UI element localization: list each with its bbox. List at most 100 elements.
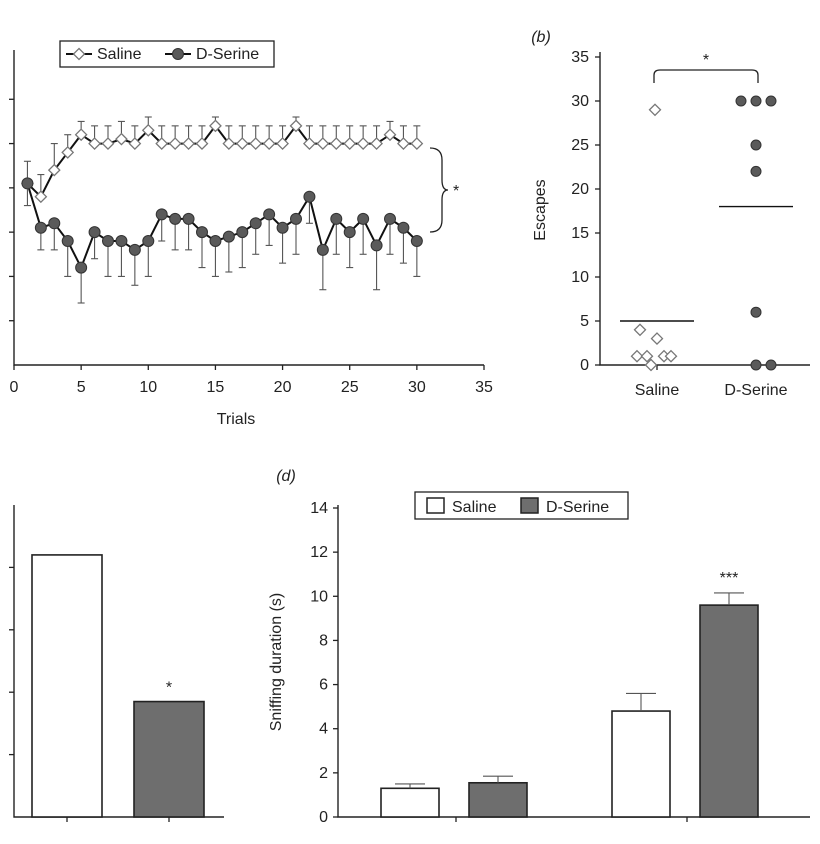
panel-a-saline-point-29: [410, 137, 424, 150]
panel-a-saline-point-21: [303, 137, 316, 150]
panel-a-saline-point-14: [209, 119, 222, 133]
panel-a-serine-point-11: [169, 212, 182, 225]
panel-a-serine-point-22: [316, 243, 329, 256]
panel-a-saline-point-1: [34, 190, 48, 204]
panel-a-serine-point-7: [115, 235, 128, 247]
panel-a-serine-point-19: [276, 221, 289, 234]
panel-b-serine-point-1: [750, 95, 762, 107]
panel-b-panel-label: (b): [531, 29, 551, 46]
panel-d-significance: ***: [720, 570, 739, 587]
panel-a-serine-point-6: [102, 235, 114, 247]
panel-b-saline-point-7: [644, 358, 658, 372]
panel-a-saline-point-20: [289, 119, 303, 133]
panel-a-legend-saline-marker: [72, 47, 86, 61]
panel-a-serine-point-21: [303, 190, 316, 203]
panel-a-serine-point-10: [155, 208, 168, 221]
panel-a-serine-point-13: [196, 226, 208, 239]
panel-b-serine-point-7: [765, 359, 777, 371]
panel-b-bracket: [653, 69, 759, 83]
panel-c-bar-serine: [133, 700, 205, 818]
panel-a-serine-point-24: [343, 226, 356, 239]
panel-a-significance: *: [453, 183, 459, 200]
panel-a-saline-point-6: [101, 137, 115, 150]
panel-b-saline-point-0: [633, 323, 647, 337]
panel-a-bracket: [429, 147, 449, 233]
panel-d-ytick-label-4: 8: [319, 632, 328, 649]
panel-a-saline-point-4: [74, 128, 88, 142]
panel-a-xtick-label-3: 15: [207, 379, 225, 396]
panel-a-saline-point-10: [155, 137, 169, 150]
panel-a-xtick-label-1: 5: [77, 379, 86, 396]
panel-a-saline-point-27: [383, 128, 397, 142]
panel-d-panel-label: (d): [276, 468, 296, 485]
panel-a-saline-point-26: [370, 137, 383, 150]
panel-b-ytick-label-5: 25: [571, 137, 589, 154]
panel-a-serine-point-17: [249, 217, 262, 230]
panel-a-serine-point-1: [34, 221, 47, 234]
panel-b-ytick-label-6: 30: [571, 93, 589, 110]
panel-a-saline-line: [26, 124, 417, 199]
panel-a-serine-point-28: [397, 221, 410, 234]
panel-a-saline-point-19: [276, 137, 289, 150]
panel-a-saline-point-12: [182, 137, 195, 150]
panel-a-serine-point-18: [263, 208, 276, 221]
panel-a-saline-point-17: [249, 137, 263, 150]
panel-c-bar-saline: [31, 554, 103, 818]
panel-d-ytick-label-5: 10: [310, 588, 328, 605]
panel-a-saline-point-2: [47, 163, 61, 177]
panel-a-saline-point-23: [329, 137, 343, 150]
panel-d-ytick-label-3: 6: [319, 677, 328, 694]
panel-a-serine-point-4: [75, 261, 88, 274]
panel-a-serine-point-29: [410, 235, 423, 247]
panel-a-axes: [13, 50, 484, 366]
panel-a-serine-point-27: [384, 212, 396, 225]
panel-a-serine-point-5: [88, 226, 101, 239]
panel-d-legend-saline-swatch: [426, 497, 445, 514]
panel-b-serine-point-6: [750, 359, 762, 371]
panel-a-serine-point-26: [370, 239, 383, 252]
panel-a-saline-point-15: [222, 137, 236, 150]
panel-a-serine-point-9: [142, 235, 155, 247]
panel-b-saline-point-4: [640, 349, 654, 363]
panel-a-serine-point-25: [357, 212, 370, 225]
panel-a-xtick-label-0: 0: [10, 379, 19, 396]
panel-b-saline-point-1: [650, 332, 664, 346]
panel-b-saline-point-2: [648, 103, 662, 117]
panel-a-serine-line: [26, 183, 418, 271]
panel-a-saline-point-25: [356, 137, 370, 150]
panel-b-ytick-label-0: 0: [580, 357, 589, 374]
panel-a-saline-point-5: [88, 137, 101, 150]
panel-a-saline-point-9: [141, 123, 155, 137]
panel-d-ylabel: Sniffing duration (s): [268, 593, 285, 731]
panel-a-legend-serine-marker: [172, 48, 184, 60]
panel-a-saline-point-22: [316, 137, 330, 150]
panel-b-xtick-label-0: Saline: [635, 382, 680, 399]
panel-d-legend-saline-label: Saline: [452, 499, 497, 516]
panel-c-significance: *: [166, 680, 172, 697]
panel-b-serine-point-4: [750, 165, 762, 177]
panel-a-serine-point-15: [222, 230, 235, 243]
panel-b-saline-point-3: [630, 349, 644, 363]
panel-a-saline-point-18: [262, 137, 276, 150]
panel-b-ytick-label-3: 15: [571, 225, 589, 242]
panel-a-saline-point-24: [343, 137, 357, 150]
panel-d-ytick-label-1: 2: [319, 765, 328, 782]
panel-a-legend-serine-label: D-Serine: [196, 46, 259, 63]
panel-b-axes: [599, 52, 810, 366]
panel-a-serine-point-12: [182, 212, 195, 225]
panel-d-bar-saline-0: [380, 787, 440, 818]
panel-b-serine-point-0: [735, 95, 747, 107]
panel-a-saline-point-11: [168, 137, 182, 150]
panel-a-xtick-label-4: 20: [274, 379, 292, 396]
panel-b-ytick-label-7: 35: [571, 49, 589, 66]
panel-a-xlabel: Trials: [217, 411, 256, 428]
panel-a-saline-point-7: [115, 132, 128, 146]
panel-b-significance: *: [703, 52, 709, 69]
panel-b-ytick-label-2: 10: [571, 269, 589, 286]
panel-a-serine-point-2: [48, 217, 61, 230]
panel-d-bar-serine-0: [468, 781, 528, 818]
panel-d-ytick-label-6: 12: [310, 544, 328, 561]
panel-a-legend-saline-label: Saline: [97, 46, 142, 63]
panel-a-saline-point-8: [128, 137, 142, 150]
panel-d-ytick-label-7: 14: [310, 500, 328, 517]
